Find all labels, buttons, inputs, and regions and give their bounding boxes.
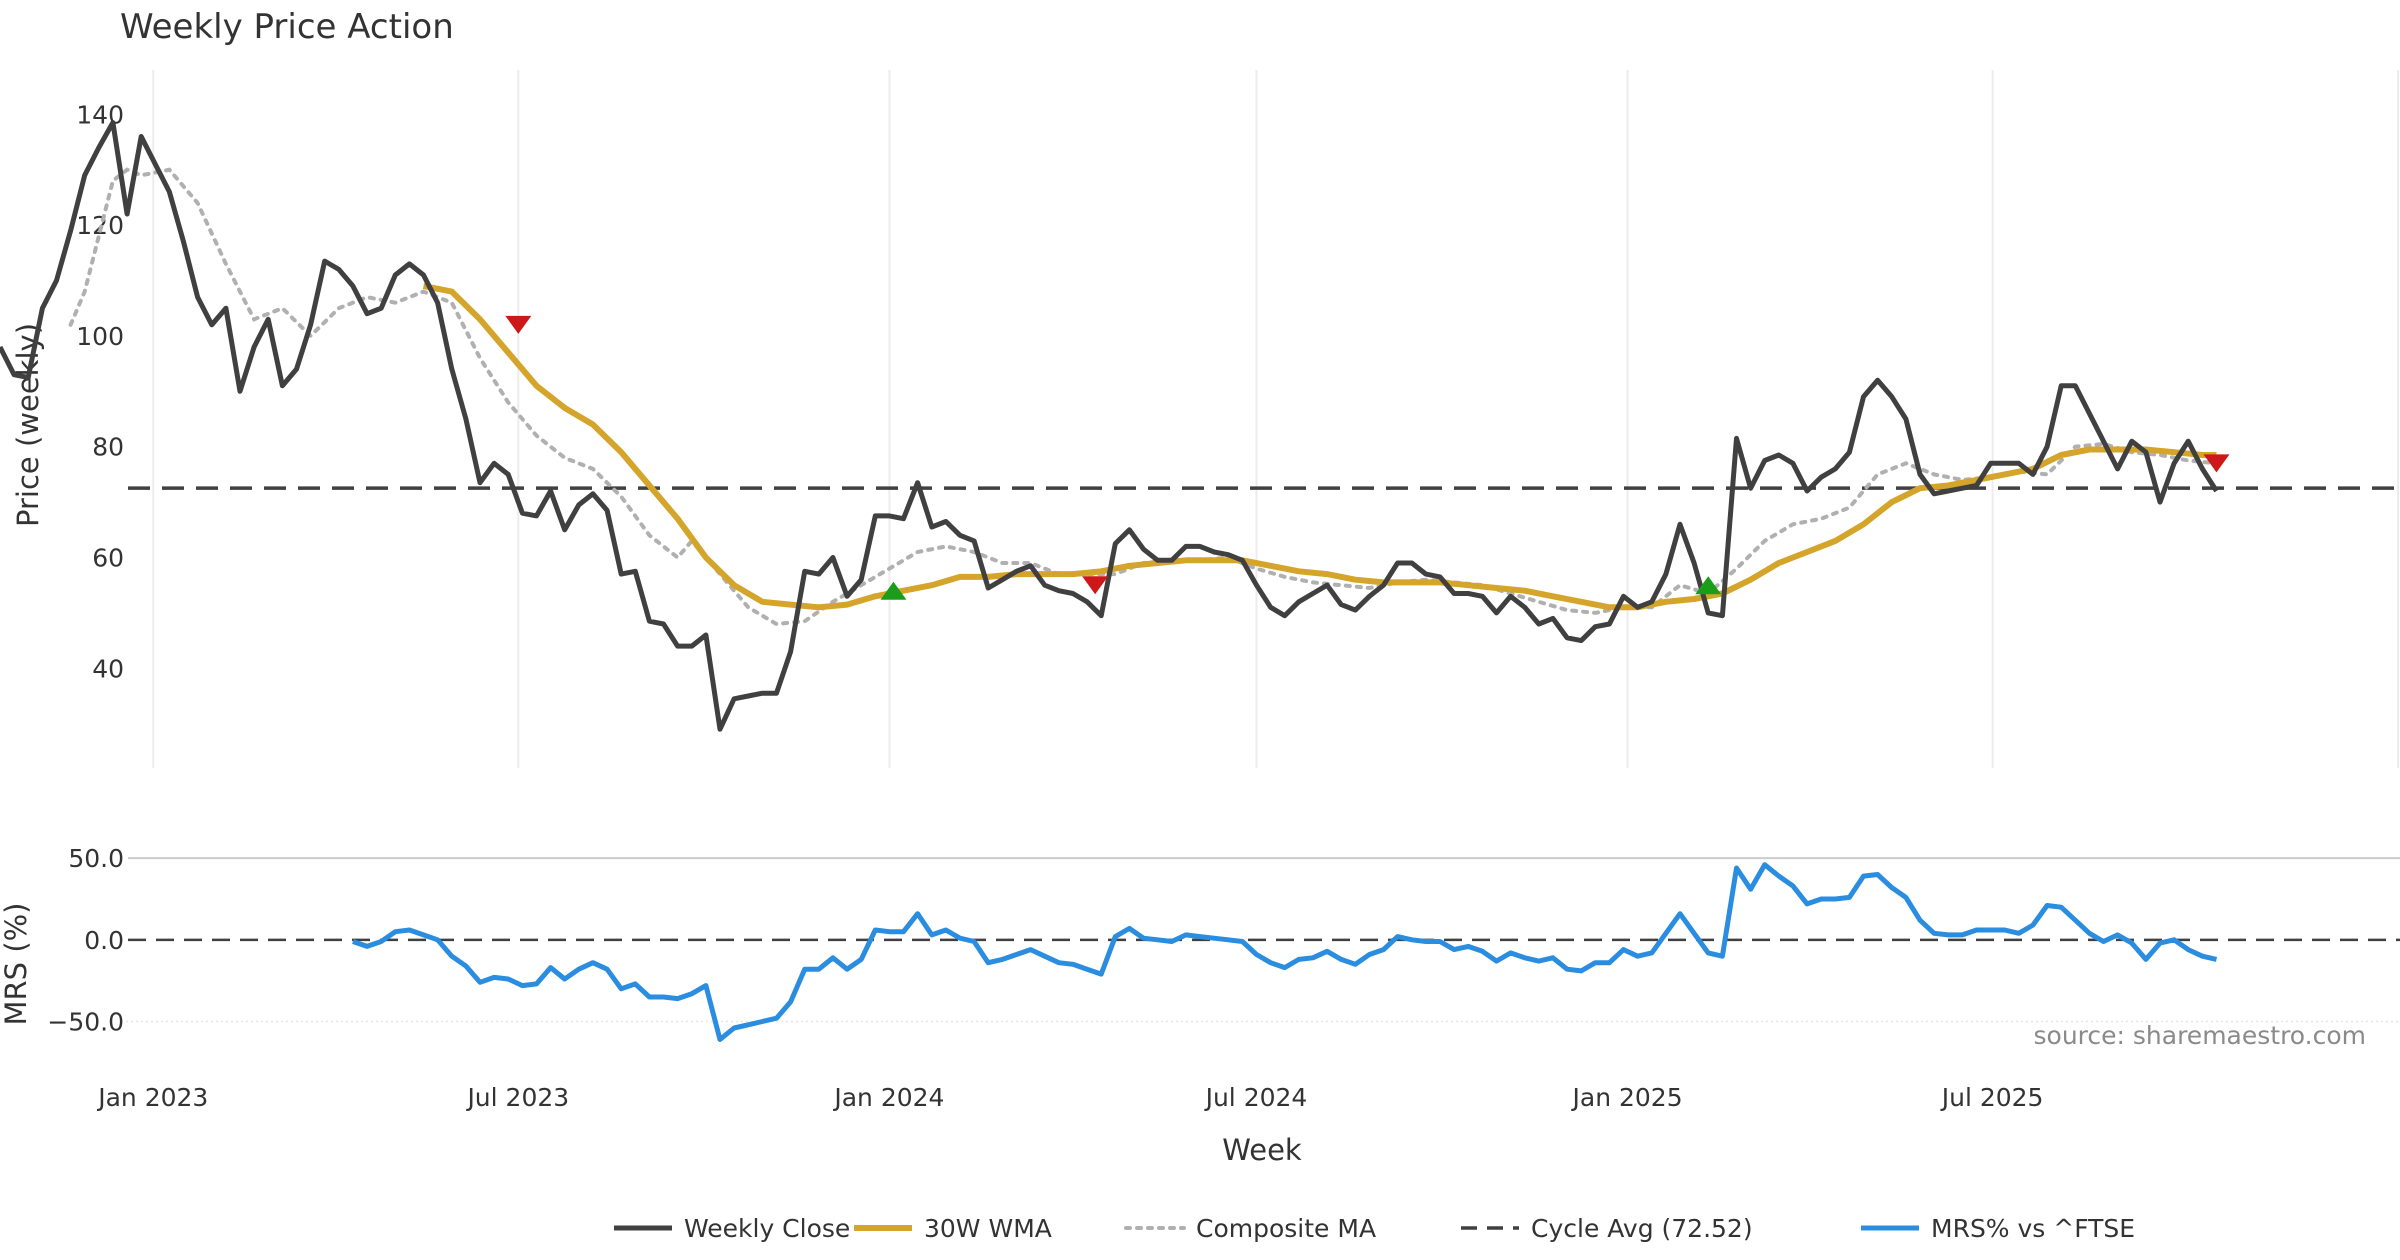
legend-label: 30W WMA xyxy=(924,1214,1052,1243)
legend-label: Composite MA xyxy=(1196,1214,1376,1243)
price-gridlines xyxy=(152,70,2399,768)
x-ticks: Jan 2023 Jul 2023 Jan 2024 Jul 2024 Jan 2025… xyxy=(96,1083,2043,1112)
price-y-tick-label: 100 xyxy=(76,322,124,351)
x-tick-label: Jul 2023 xyxy=(465,1083,569,1112)
legend-label: MRS% vs ^FTSE xyxy=(1931,1214,2135,1243)
legend-label: Cycle Avg (72.52) xyxy=(1531,1214,1753,1243)
source-note: source: sharemaestro.com xyxy=(2034,1021,2367,1050)
mrs-y-tick-label: 0.0 xyxy=(84,926,124,955)
series-weekly-close-line xyxy=(0,120,2219,732)
legend-label: Weekly Close xyxy=(684,1214,850,1243)
price-y-tick-label: 60 xyxy=(92,543,124,572)
x-tick-label: Jul 2024 xyxy=(1204,1083,1308,1112)
x-tick-label: Jan 2025 xyxy=(1571,1083,1683,1112)
price-y-tick-label: 140 xyxy=(76,100,124,129)
price-y-tick-label: 80 xyxy=(92,433,124,462)
sell-signal-marker xyxy=(1082,576,1109,595)
mrs-y-axis-label: MRS (%) xyxy=(0,903,33,1026)
signal-markers xyxy=(505,315,2230,600)
price-y-axis-label: Price (weekly) xyxy=(11,323,45,527)
chart-title: Weekly Price Action xyxy=(120,7,454,47)
legend: Weekly Close 30W WMA Composite MA Cycle Avg… xyxy=(614,1214,2135,1243)
buy-signal-marker xyxy=(1695,576,1722,595)
price-y-tick-label: 40 xyxy=(92,654,124,683)
mrs-y-tick-label: 50.0 xyxy=(68,844,124,873)
x-tick-label: Jan 2023 xyxy=(96,1083,208,1112)
series-mrs-line xyxy=(352,862,2218,1042)
mrs-y-ticks: 50.0 0.0 −50.0 xyxy=(47,844,124,1036)
sell-signal-marker xyxy=(505,315,532,334)
series-30w-wma-line xyxy=(422,283,2217,611)
x-tick-label: Jul 2025 xyxy=(1940,1083,2044,1112)
mrs-y-tick-label: −50.0 xyxy=(47,1008,124,1037)
buy-signal-marker xyxy=(880,581,907,600)
x-axis-label: Week xyxy=(1222,1133,1302,1167)
x-tick-label: Jan 2024 xyxy=(832,1083,944,1112)
sell-signal-marker xyxy=(2203,454,2230,473)
